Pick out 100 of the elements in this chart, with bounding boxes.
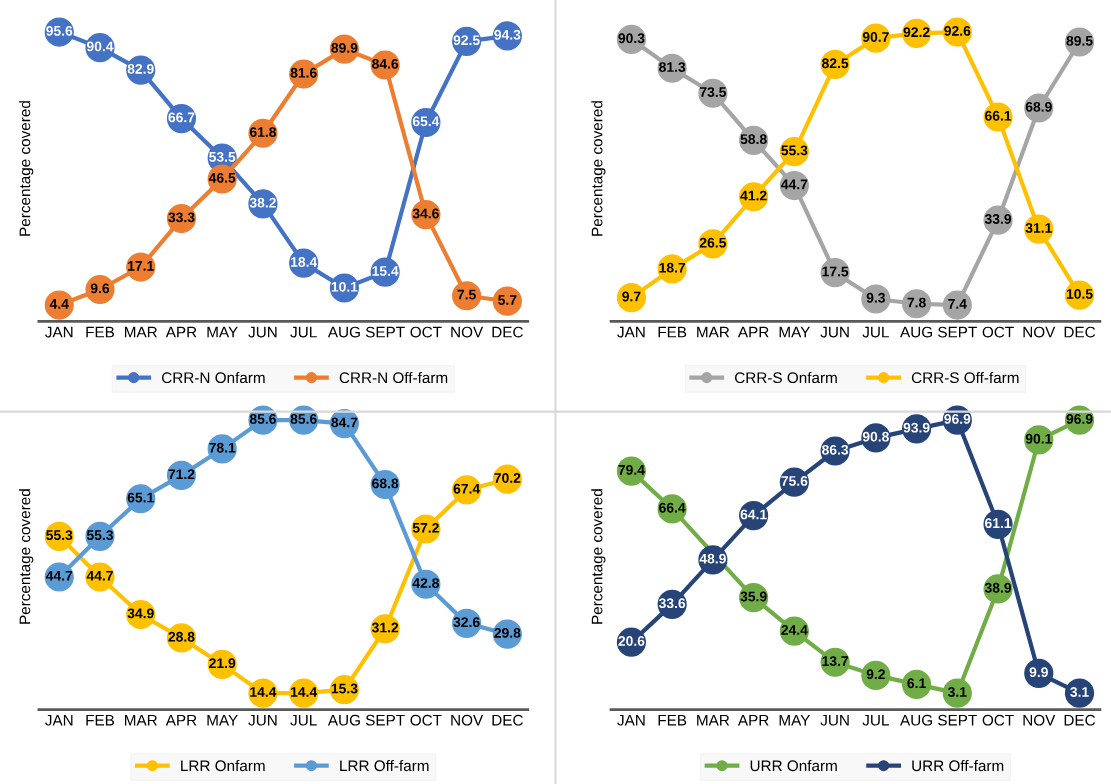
- x-tick-label: MAR: [697, 714, 730, 726]
- data-label: 7.5: [457, 289, 476, 300]
- data-label: 57.2: [412, 522, 439, 533]
- x-tick-label: NOV: [1023, 326, 1056, 338]
- x-tick-label: AUG: [327, 326, 360, 338]
- y-axis-title: Percentage covered: [19, 489, 34, 624]
- x-tick-label: AUG: [900, 714, 932, 726]
- data-label: 85.6: [249, 414, 276, 424]
- data-label: 32.6: [453, 617, 480, 628]
- x-tick-label: AUG: [900, 326, 932, 338]
- data-label: 41.2: [740, 190, 767, 201]
- data-label: 68.8: [372, 478, 399, 489]
- x-tick-label: JUL: [862, 326, 889, 338]
- data-label: 92.6: [944, 25, 971, 36]
- x-tick-label: JAN: [617, 326, 645, 338]
- data-label: 20.6: [618, 636, 645, 646]
- data-label: 10.5: [1066, 289, 1093, 299]
- data-label: 24.4: [781, 625, 808, 635]
- data-label: 66.4: [659, 502, 686, 513]
- data-label: 81.3: [659, 62, 686, 73]
- data-label: 18.4: [291, 257, 318, 267]
- data-label: 94.3: [494, 29, 521, 40]
- data-label: 6.1: [907, 678, 926, 689]
- x-tick-label: JAN: [617, 714, 645, 726]
- legend-label: URR Onfarm: [750, 759, 837, 772]
- data-label: 68.9: [1025, 101, 1052, 112]
- data-label: 9.7: [622, 291, 641, 302]
- data-label: 28.8: [168, 631, 195, 642]
- data-label: 65.4: [412, 116, 440, 127]
- data-label: 14.4: [291, 687, 318, 697]
- data-label: 90.3: [618, 33, 645, 44]
- data-label: 34.6: [412, 208, 439, 219]
- x-tick-label: MAY: [779, 326, 811, 338]
- data-label: 26.5: [699, 237, 727, 248]
- x-tick-label: FEB: [86, 326, 115, 338]
- x-tick-label: SEPT: [365, 326, 405, 338]
- data-label: 9.9: [1029, 667, 1048, 678]
- data-label: 55.3: [781, 145, 808, 156]
- data-label: 96.9: [944, 414, 971, 424]
- data-label: 82.5: [822, 58, 849, 69]
- y-axis-title: Percentage covered: [591, 489, 606, 624]
- x-tick-label: SEPT: [938, 326, 977, 338]
- x-tick-label: NOV: [451, 326, 484, 338]
- data-label: 42.8: [412, 578, 439, 588]
- x-tick-label: OCT: [410, 714, 442, 726]
- data-label: 3.1: [1070, 687, 1089, 697]
- x-tick-label: JAN: [45, 326, 73, 338]
- data-label: 33.6: [658, 598, 686, 609]
- x-tick-label: MAY: [779, 714, 811, 726]
- data-label: 96.9: [1066, 414, 1093, 424]
- data-label: 44.7: [45, 571, 73, 581]
- x-tick-label: DEC: [492, 326, 523, 338]
- x-tick-label: DEC: [1064, 326, 1096, 338]
- data-label: 38.2: [249, 197, 276, 208]
- x-tick-label: JUL: [290, 326, 317, 338]
- data-label: 10.1: [331, 281, 358, 292]
- x-tick-label: APR: [165, 326, 197, 338]
- data-label: 82.9: [127, 63, 154, 74]
- y-axis-title: Percentage covered: [591, 101, 606, 236]
- data-label: 70.2: [494, 473, 521, 483]
- legend-label: CRR-N Off-farm: [339, 371, 448, 384]
- data-label: 55.3: [86, 530, 114, 541]
- data-label: 73.5: [699, 87, 727, 98]
- data-label: 7.4: [948, 299, 967, 309]
- data-label: 67.4: [453, 483, 481, 494]
- data-label: 66.7: [168, 112, 195, 123]
- x-tick-label: JUN: [248, 326, 277, 338]
- data-label: 13.7: [822, 656, 849, 667]
- legend-label: URR Off-farm: [912, 759, 1004, 772]
- x-tick-label: JUN: [248, 714, 277, 726]
- x-tick-label: OCT: [410, 326, 442, 338]
- data-label: 64.1: [740, 509, 767, 520]
- data-label: 4.4: [49, 299, 69, 309]
- data-label: 65.1: [127, 492, 154, 503]
- x-tick-label: APR: [165, 714, 197, 726]
- data-label: 9.3: [866, 292, 885, 303]
- data-label: 21.9: [209, 658, 236, 669]
- data-label: 53.5: [209, 151, 236, 162]
- x-tick-label: NOV: [1023, 714, 1056, 726]
- data-label: 61.8: [249, 127, 277, 137]
- x-tick-label: OCT: [982, 326, 1014, 338]
- x-tick-label: JUN: [820, 714, 849, 726]
- data-label: 3.1: [947, 687, 967, 697]
- y-axis-title: Percentage covered: [19, 101, 34, 236]
- data-label: 29.8: [494, 627, 521, 638]
- x-tick-label: AUG: [327, 714, 360, 726]
- x-tick-label: NOV: [451, 714, 484, 726]
- data-label: 7.8: [907, 297, 926, 308]
- x-tick-label: DEC: [1064, 714, 1096, 726]
- data-label: 92.2: [903, 27, 930, 38]
- legend-label: CRR-N Onfarm: [162, 371, 265, 384]
- data-label: 18.7: [659, 262, 686, 273]
- data-label: 78.1: [209, 442, 236, 453]
- data-label: 33.9: [984, 214, 1012, 224]
- data-label: 89.9: [331, 43, 358, 53]
- x-tick-label: JAN: [45, 714, 73, 726]
- x-tick-label: FEB: [86, 714, 115, 726]
- data-label: 75.6: [781, 476, 808, 486]
- data-label: 90.1: [1025, 433, 1052, 444]
- x-tick-label: JUL: [862, 714, 889, 726]
